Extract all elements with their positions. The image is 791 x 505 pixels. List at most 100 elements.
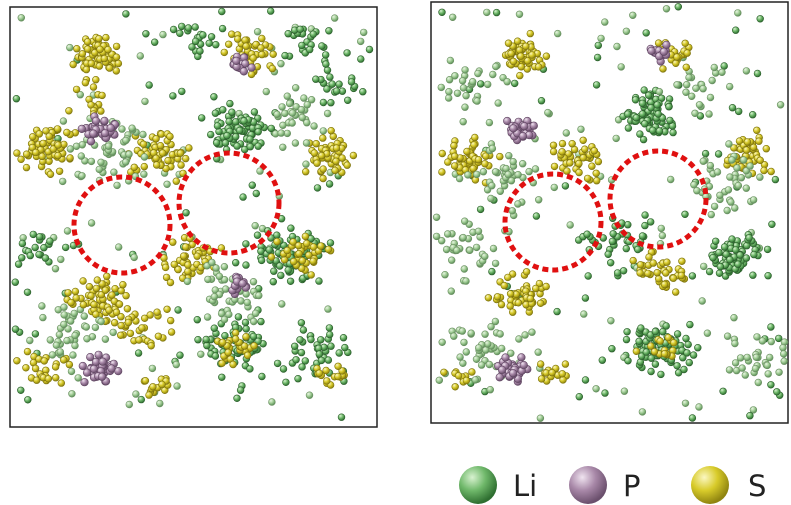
atom <box>732 27 739 34</box>
atom <box>96 63 103 70</box>
atom <box>165 157 172 164</box>
atom <box>194 253 201 260</box>
atom <box>180 253 187 260</box>
atom <box>29 133 36 140</box>
atom <box>230 361 237 368</box>
atom <box>738 174 745 181</box>
atom <box>73 86 80 93</box>
atom <box>46 133 53 140</box>
atom <box>292 84 299 91</box>
atom <box>521 122 529 130</box>
atom <box>167 279 174 286</box>
atom <box>683 335 690 342</box>
atom <box>298 349 305 356</box>
atom <box>60 321 67 328</box>
atom <box>115 60 122 67</box>
atom <box>584 175 591 182</box>
atom <box>84 46 91 53</box>
atom <box>729 104 736 111</box>
atom <box>316 278 323 285</box>
atom <box>623 28 630 35</box>
atom <box>225 41 232 48</box>
atom <box>278 60 285 67</box>
atom <box>293 356 300 363</box>
atom <box>221 49 228 56</box>
atom <box>634 246 641 253</box>
atom <box>692 110 699 117</box>
atom <box>652 328 659 335</box>
atom <box>276 263 283 270</box>
atom <box>504 274 511 281</box>
atom <box>96 166 103 173</box>
atom <box>118 287 125 294</box>
atom <box>98 373 106 381</box>
atom <box>32 244 39 251</box>
atom <box>478 362 485 369</box>
atom <box>270 268 277 275</box>
atom <box>618 64 625 71</box>
atom <box>216 273 223 280</box>
atom <box>735 182 742 189</box>
atom <box>258 35 265 42</box>
atom <box>116 301 123 308</box>
atom <box>740 157 747 164</box>
atom <box>444 231 451 238</box>
atom <box>729 236 736 243</box>
atom <box>454 90 461 97</box>
atom <box>726 256 733 263</box>
atom <box>576 160 583 167</box>
atom <box>286 100 293 107</box>
atom <box>451 153 458 160</box>
atom <box>182 155 189 162</box>
atom <box>207 131 214 138</box>
atom <box>79 50 86 57</box>
atom <box>325 306 332 313</box>
atom <box>308 272 315 279</box>
atom <box>341 344 348 351</box>
atom <box>578 126 585 133</box>
atom <box>688 93 695 100</box>
atom <box>505 152 512 159</box>
atom <box>629 12 636 19</box>
atom <box>709 77 716 84</box>
atom <box>764 362 771 369</box>
atom <box>81 378 89 386</box>
atom <box>52 374 59 381</box>
atom <box>484 81 491 88</box>
atom <box>317 336 324 343</box>
atom <box>175 307 182 314</box>
atom <box>68 368 75 375</box>
atom <box>659 328 666 335</box>
atom <box>757 15 764 22</box>
atom <box>765 371 772 378</box>
atom <box>537 361 544 368</box>
atom <box>83 369 91 377</box>
atom <box>311 123 318 130</box>
atom <box>504 78 511 85</box>
atom <box>474 98 481 105</box>
atom <box>211 293 218 300</box>
atom <box>277 272 284 279</box>
atom <box>732 340 739 347</box>
atom <box>117 332 124 339</box>
atom <box>439 9 446 16</box>
atom <box>684 50 691 57</box>
atom <box>624 328 631 335</box>
atom <box>240 68 248 76</box>
atom <box>56 331 63 338</box>
atom <box>113 54 120 61</box>
atom <box>13 95 20 102</box>
atom <box>639 100 646 107</box>
atom <box>639 409 646 416</box>
atom <box>106 65 113 72</box>
atom <box>674 331 681 338</box>
atom <box>178 88 185 95</box>
atom <box>138 396 145 403</box>
atom <box>258 45 265 52</box>
atom <box>726 141 733 148</box>
atom <box>621 388 628 395</box>
atom <box>114 182 121 189</box>
atom <box>483 9 490 16</box>
atom <box>169 239 176 246</box>
atom <box>764 246 771 253</box>
